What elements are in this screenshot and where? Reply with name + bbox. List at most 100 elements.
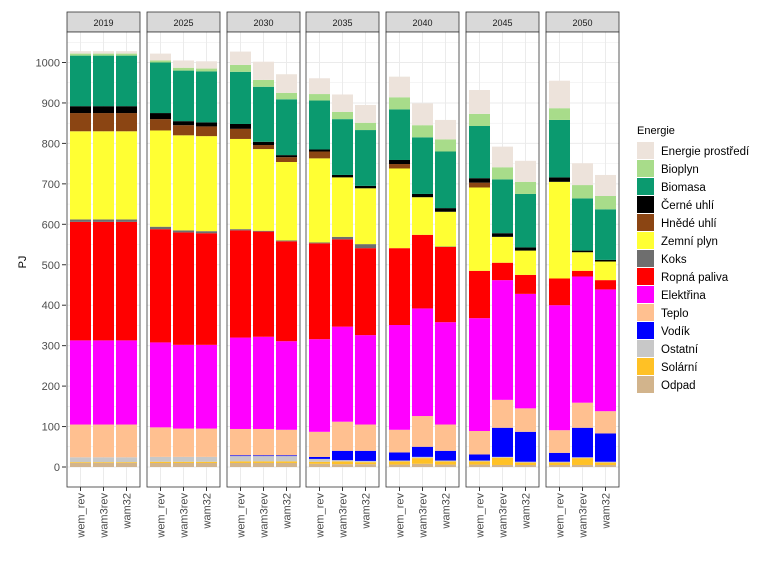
bar-segment-černé-uhlí [150, 113, 171, 119]
bar-segment-elektřina [93, 340, 114, 424]
bar-segment-bioplyn [70, 54, 91, 56]
bar-segment-ostatní [276, 456, 297, 461]
legend-label: Bioplyn [661, 164, 699, 176]
bar-segment-vodík [253, 455, 274, 456]
bar-segment-biomasa [173, 71, 194, 122]
bar-segment-bioplyn [515, 182, 536, 194]
bar-segment-odpad [492, 465, 513, 467]
bar-segment-ropná-paliva [276, 241, 297, 341]
bar-segment-ropná-paliva [572, 271, 593, 277]
bar-segment-teplo [389, 430, 410, 453]
bar-segment-vodík [309, 457, 330, 459]
bar-segment-odpad [595, 465, 616, 467]
bar-segment-ropná-paliva [196, 233, 217, 345]
bar-segment-ropná-paliva [230, 230, 251, 337]
bar-segment-ostatní [116, 457, 137, 462]
legend-key [637, 196, 654, 213]
bar-segment-bioplyn [572, 185, 593, 198]
bar-segment-koks [230, 229, 251, 230]
bar-segment-elektřina [515, 294, 536, 408]
bar-segment-solární [309, 462, 330, 464]
x-tick-label: wem_rev [395, 493, 407, 539]
bar-segment-solární [70, 462, 91, 463]
bar-segment-odpad [549, 465, 570, 467]
bar-segment-ropná-paliva [253, 232, 274, 337]
bar-segment-teplo [196, 429, 217, 457]
bar-segment-biomasa [276, 99, 297, 155]
bar-segment-hnědé-uhlí [309, 151, 330, 158]
bar-segment-elektřina [309, 339, 330, 432]
legend-key [637, 178, 654, 195]
y-tick-label: 100 [42, 422, 60, 434]
x-tick-label: wem_rev [156, 493, 168, 539]
bar-segment-teplo [116, 425, 137, 458]
bar-segment-solární [412, 458, 433, 464]
y-tick-label: 800 [42, 138, 60, 150]
bar-segment-zemní-plyn [412, 197, 433, 235]
bar-segment-energie-prostředí [276, 74, 297, 93]
bar-segment-teplo [70, 425, 91, 458]
bar-segment-solární [253, 461, 274, 463]
bar-segment-ostatní [412, 457, 433, 458]
bar-segment-elektřina [173, 345, 194, 429]
bar-segment-zemní-plyn [469, 187, 490, 270]
bar-segment-bioplyn [332, 112, 353, 119]
bar-segment-odpad [253, 463, 274, 467]
x-tick-label: wam3rev [338, 493, 350, 539]
bar-segment-vodík [230, 455, 251, 456]
x-tick-label: wam32 [282, 493, 294, 529]
bar-segment-energie-prostředí [116, 51, 137, 53]
legend-label: Ostatní [661, 344, 699, 356]
bar-segment-vodík [515, 432, 536, 462]
bar-segment-zemní-plyn [435, 212, 456, 247]
bar-segment-energie-prostředí [173, 60, 194, 67]
bar-segment-ropná-paliva [93, 222, 114, 341]
bar-segment-černé-uhlí [355, 186, 376, 188]
bar-segment-solární [492, 458, 513, 465]
bar-segment-energie-prostředí [389, 77, 410, 98]
bar-segment-biomasa [70, 56, 91, 107]
bar-segment-elektřina [549, 305, 570, 430]
bar-segment-hnědé-uhlí [196, 126, 217, 136]
bar-segment-odpad [469, 465, 490, 467]
bar-segment-černé-uhlí [309, 149, 330, 151]
x-tick-label: wam32 [601, 493, 613, 529]
bar-segment-energie-prostředí [150, 54, 171, 61]
bar-segment-energie-prostředí [549, 81, 570, 109]
bar-segment-zemní-plyn [515, 251, 536, 275]
legend-label: Energie prostředí [661, 146, 750, 158]
bar-segment-hnědé-uhlí [93, 113, 114, 131]
bar-segment-energie-prostředí [70, 51, 91, 53]
bar-segment-elektřina [572, 276, 593, 402]
bar-segment-bioplyn [412, 125, 433, 137]
bar-segment-vodík [332, 451, 353, 460]
bar-segment-zemní-plyn [309, 158, 330, 242]
legend-key [637, 304, 654, 321]
x-tick-label: wam3rev [179, 493, 191, 539]
bar-segment-biomasa [412, 137, 433, 194]
x-tick-label: wam3rev [259, 493, 271, 539]
bar-segment-koks [253, 231, 274, 232]
bar-segment-solární [93, 462, 114, 463]
bar-segment-teplo [253, 429, 274, 455]
bar-segment-biomasa [196, 71, 217, 122]
bar-segment-biomasa [332, 119, 353, 175]
bar-segment-ropná-paliva [70, 222, 91, 341]
bar-segment-odpad [276, 463, 297, 467]
bar-segment-bioplyn [196, 69, 217, 72]
bar-segment-hnědé-uhlí [70, 113, 91, 131]
bar-segment-odpad [173, 463, 194, 467]
bar-segment-energie-prostředí [469, 90, 490, 114]
bar-segment-elektřina [595, 289, 616, 411]
bar-segment-vodík [492, 428, 513, 457]
legend-label: Černé uhlí [661, 199, 715, 212]
bar-segment-ropná-paliva [355, 248, 376, 335]
bar-segment-teplo [230, 429, 251, 455]
bar-segment-odpad [435, 465, 456, 467]
bar-segment-černé-uhlí [116, 106, 137, 113]
bar-segment-ropná-paliva [515, 275, 536, 294]
bar-segment-teplo [276, 430, 297, 455]
bar-segment-odpad [515, 465, 536, 467]
bar-segment-zemní-plyn [276, 162, 297, 240]
bar-segment-solární [389, 461, 410, 464]
